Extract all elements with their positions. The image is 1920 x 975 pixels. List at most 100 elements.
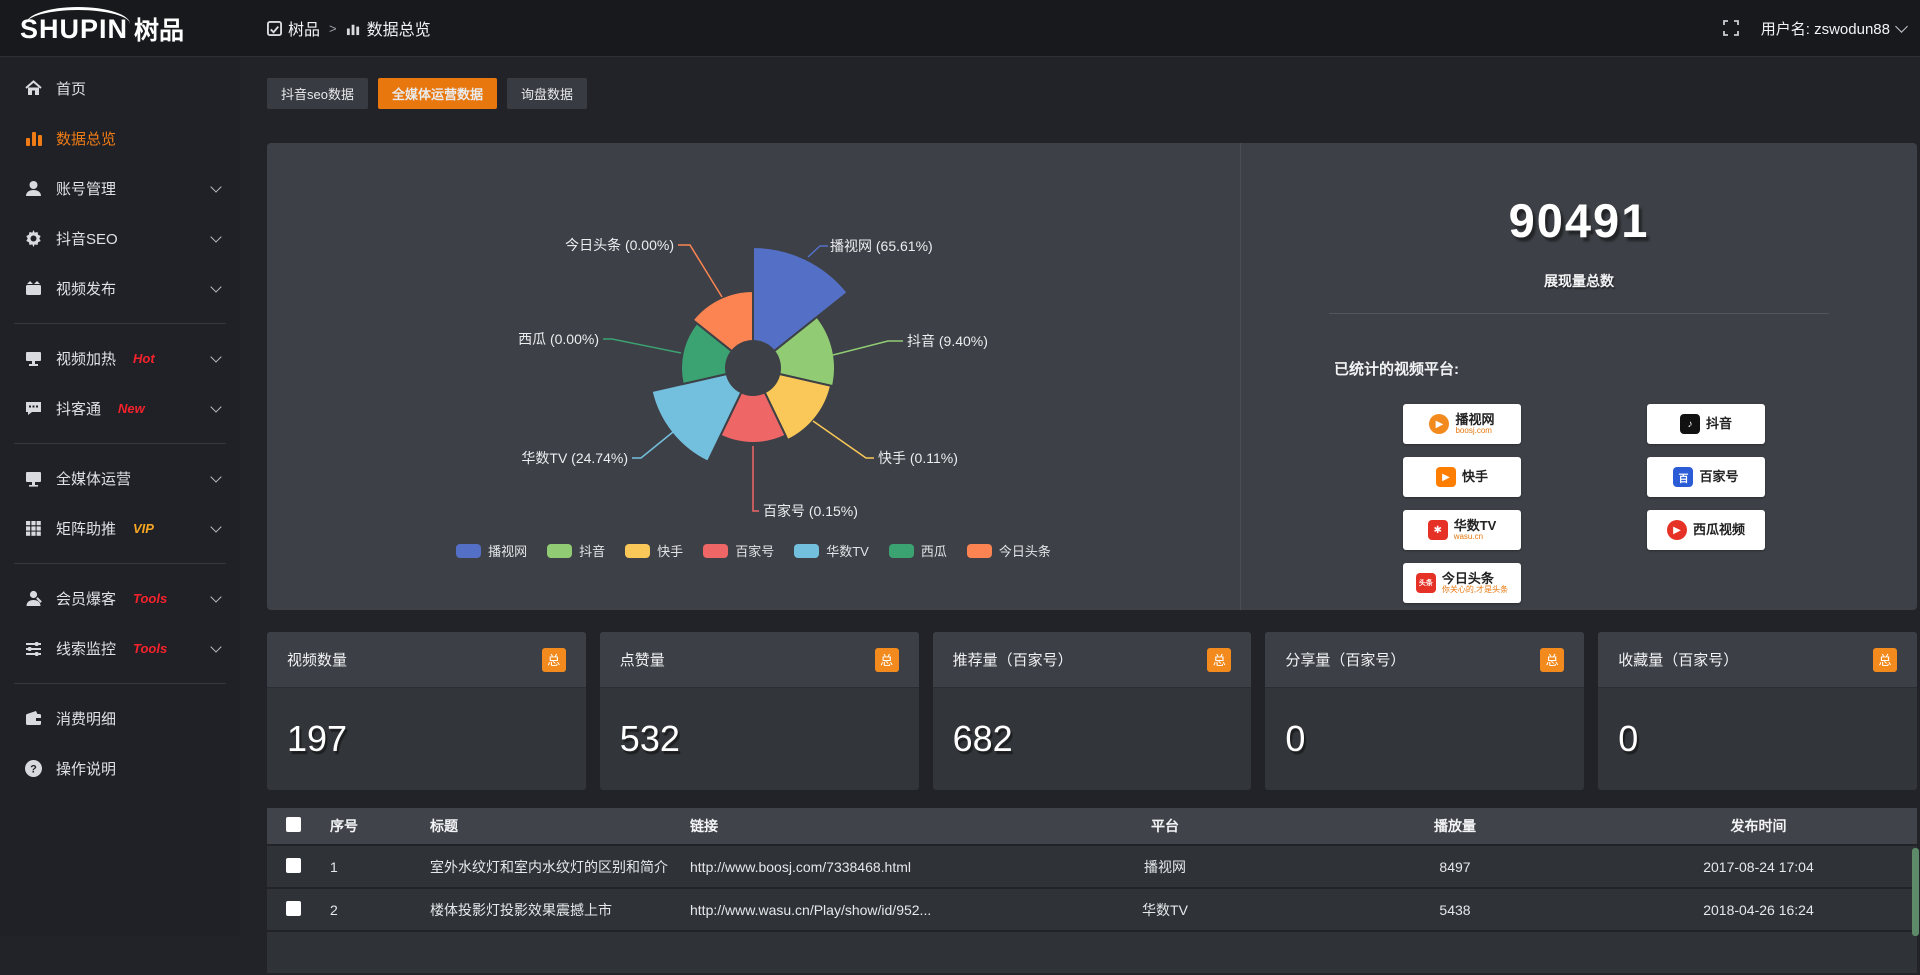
fullscreen-icon[interactable] (1723, 20, 1739, 36)
total-badge[interactable]: 总 (1207, 648, 1231, 672)
chevron-down-icon (210, 351, 221, 362)
platform-sub: 你关心的,才是头条 (1442, 586, 1508, 594)
cell-plays: 8497 (1310, 846, 1600, 887)
legend-swatch (625, 544, 650, 558)
member-icon (24, 589, 43, 608)
label-line-快手 (813, 421, 874, 458)
row-checkbox[interactable] (286, 858, 301, 873)
platform-badge-快手[interactable]: ▶快手 (1403, 457, 1521, 497)
tab-全媒体运营数据[interactable]: 全媒体运营数据 (378, 78, 497, 109)
select-all-checkbox[interactable] (286, 817, 301, 832)
platform-badge-西瓜视频[interactable]: ▶西瓜视频 (1647, 510, 1765, 550)
total-badge[interactable]: 总 (875, 648, 899, 672)
heat-icon (24, 349, 43, 368)
cell-link[interactable]: http://www.boosj.com/7338468.html (680, 846, 1020, 887)
user-icon (24, 179, 43, 198)
total-badge[interactable]: 总 (1540, 648, 1564, 672)
table-header-row: 序号标题链接平台播放量发布时间 (267, 808, 1917, 844)
breadcrumb-root[interactable]: 树品 (267, 16, 320, 40)
label-line-播视网 (808, 246, 828, 257)
platform-name: 快手 (1462, 470, 1488, 484)
sidebar-item-抖音SEO[interactable]: 抖音SEO (0, 213, 240, 263)
platform-logo-icon: 百 (1673, 467, 1693, 487)
sliders-icon (24, 639, 43, 658)
logo-text-cn: 树品 (134, 11, 184, 47)
pie-label-抖音: 抖音 (9.40%) (907, 333, 988, 349)
sidebar-divider (0, 313, 240, 333)
breadcrumb-current[interactable]: 数据总览 (346, 16, 431, 40)
app-logo[interactable]: SHUPIN 树品 (20, 8, 235, 50)
user-menu[interactable]: 用户名: zswodun88 (1761, 18, 1906, 39)
sidebar-item-label: 操作说明 (56, 758, 116, 779)
sidebar-divider (0, 433, 240, 453)
legend-swatch (456, 544, 481, 558)
legend-item-华数TV[interactable]: 华数TV (794, 541, 869, 560)
divider (1329, 313, 1829, 314)
stat-card-header: 推荐量（百家号） 总 (933, 632, 1252, 688)
stat-card-title: 推荐量（百家号） (953, 649, 1073, 670)
column-header-标题: 标题 (420, 808, 680, 844)
pie-label-华数TV: 华数TV (24.74%) (521, 450, 628, 466)
legend-swatch (547, 544, 572, 558)
header-right: 用户名: zswodun88 (1723, 0, 1906, 56)
sidebar-item-操作说明[interactable]: ? 操作说明 (0, 743, 240, 793)
cell-link[interactable]: http://www.wasu.cn/Play/show/id/952... (680, 889, 1020, 930)
chart-legend: 播视网 抖音 快手 百家号 华数TV 西瓜 今日头条 (267, 541, 1240, 560)
platform-sub: boosj.com (1455, 427, 1494, 435)
cell-plays (1310, 932, 1600, 973)
cell-title[interactable]: 楼体投影灯投影效果震撼上市 (420, 889, 680, 930)
pie-slice-华数TV[interactable] (652, 374, 742, 462)
legend-item-快手[interactable]: 快手 (625, 541, 683, 560)
row-checkbox[interactable] (286, 901, 301, 916)
platform-badge-抖音[interactable]: ♪抖音 (1647, 404, 1765, 444)
sidebar-item-数据总览[interactable]: 数据总览 (0, 113, 240, 163)
label-line-抖音 (833, 341, 903, 355)
legend-item-抖音[interactable]: 抖音 (547, 541, 605, 560)
legend-item-西瓜[interactable]: 西瓜 (889, 541, 947, 560)
logo-text-en: SHUPIN (20, 14, 128, 45)
platform-rose-chart: 播视网 (65.61%)抖音 (9.40%)快手 (0.11%)百家号 (0.1… (267, 143, 1240, 610)
monitor-icon (24, 469, 43, 488)
sidebar-item-label: 抖音SEO (56, 228, 118, 249)
cell-link[interactable] (680, 932, 1020, 973)
total-badge[interactable]: 总 (542, 648, 566, 672)
platforms-heading: 已统计的视频平台: (1334, 358, 1459, 379)
stat-card-title: 分享量（百家号） (1285, 649, 1405, 670)
platform-badge-百家号[interactable]: 百百家号 (1647, 457, 1765, 497)
legend-item-今日头条[interactable]: 今日头条 (967, 541, 1051, 560)
platform-sub: wasu.cn (1454, 533, 1497, 541)
legend-item-播视网[interactable]: 播视网 (456, 541, 527, 560)
tab-抖音seo数据[interactable]: 抖音seo数据 (267, 78, 368, 109)
sidebar-item-账号管理[interactable]: 账号管理 (0, 163, 240, 213)
legend-label: 今日头条 (999, 541, 1051, 560)
tab-询盘数据[interactable]: 询盘数据 (507, 78, 587, 109)
cell-title[interactable] (420, 932, 680, 973)
chevron-down-icon (210, 471, 221, 482)
cell-title[interactable]: 室外水纹灯和室内水纹灯的区别和简介 (420, 846, 680, 887)
sidebar-item-消费明细[interactable]: 消费明细 (0, 693, 240, 743)
legend-item-百家号[interactable]: 百家号 (703, 541, 774, 560)
pie-label-播视网: 播视网 (65.61%) (830, 238, 933, 254)
sidebar-item-全媒体运营[interactable]: 全媒体运营 (0, 453, 240, 503)
sidebar-item-视频发布[interactable]: 视频发布 (0, 263, 240, 313)
sidebar-item-label: 数据总览 (56, 128, 116, 149)
total-badge[interactable]: 总 (1873, 648, 1897, 672)
sidebar-item-首页[interactable]: 首页 (0, 63, 240, 113)
platform-logo-icon: ♪ (1680, 414, 1700, 434)
platform-name: 华数TV (1454, 519, 1497, 533)
cell-num: 1 (320, 846, 420, 887)
scrollbar-thumb[interactable] (1912, 848, 1919, 936)
platform-badge-今日头条[interactable]: 头条今日头条你关心的,才是头条 (1403, 563, 1521, 603)
label-line-百家号 (753, 446, 759, 511)
help-icon: ? (24, 759, 43, 778)
sidebar-item-label: 线索监控 (56, 638, 116, 659)
